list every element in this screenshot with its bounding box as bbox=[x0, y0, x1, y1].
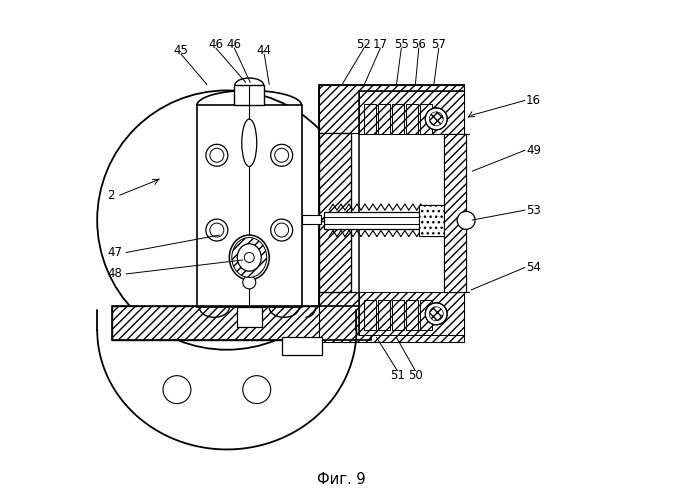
Ellipse shape bbox=[245, 252, 254, 262]
Ellipse shape bbox=[210, 148, 224, 162]
Bar bbox=[364, 300, 376, 330]
Text: 49: 49 bbox=[526, 144, 541, 157]
Text: 46: 46 bbox=[227, 38, 242, 51]
Text: 44: 44 bbox=[257, 44, 272, 57]
Ellipse shape bbox=[275, 223, 289, 237]
Bar bbox=[281, 338, 322, 354]
Ellipse shape bbox=[426, 303, 447, 325]
Text: 50: 50 bbox=[408, 369, 423, 382]
Bar bbox=[302, 214, 320, 224]
Circle shape bbox=[97, 90, 357, 350]
Ellipse shape bbox=[426, 108, 447, 130]
Ellipse shape bbox=[429, 112, 443, 126]
Bar bbox=[319, 292, 464, 342]
Bar bbox=[324, 212, 444, 228]
Text: 51: 51 bbox=[390, 369, 405, 382]
Bar bbox=[406, 104, 418, 134]
Ellipse shape bbox=[275, 148, 289, 162]
Bar bbox=[392, 300, 404, 330]
Bar bbox=[406, 300, 418, 330]
Bar bbox=[197, 106, 302, 308]
Bar bbox=[112, 306, 372, 340]
Ellipse shape bbox=[163, 376, 191, 404]
Bar bbox=[319, 133, 352, 292]
Ellipse shape bbox=[229, 235, 269, 280]
Bar bbox=[112, 306, 372, 340]
Bar bbox=[419, 204, 449, 236]
Text: 47: 47 bbox=[107, 246, 122, 259]
Ellipse shape bbox=[210, 223, 224, 237]
Bar bbox=[319, 86, 464, 342]
Ellipse shape bbox=[242, 376, 270, 404]
Text: 54: 54 bbox=[526, 261, 541, 274]
Ellipse shape bbox=[210, 223, 224, 237]
Text: 16: 16 bbox=[526, 94, 541, 107]
Bar bbox=[234, 86, 264, 105]
Bar bbox=[319, 86, 464, 133]
Text: 46: 46 bbox=[208, 38, 223, 51]
Bar bbox=[392, 104, 404, 134]
Text: 55: 55 bbox=[394, 38, 408, 51]
Bar bbox=[378, 104, 390, 134]
Bar bbox=[419, 204, 449, 236]
Bar bbox=[378, 300, 390, 330]
Text: 57: 57 bbox=[431, 38, 446, 51]
Bar bbox=[444, 134, 466, 292]
Bar bbox=[319, 86, 464, 133]
Ellipse shape bbox=[232, 238, 266, 278]
Ellipse shape bbox=[275, 223, 289, 237]
Bar bbox=[444, 134, 466, 292]
Ellipse shape bbox=[457, 212, 475, 230]
Bar bbox=[237, 308, 262, 328]
Text: 53: 53 bbox=[526, 204, 541, 216]
Bar bbox=[420, 300, 432, 330]
Ellipse shape bbox=[242, 119, 257, 166]
Text: 56: 56 bbox=[411, 38, 426, 51]
Bar bbox=[359, 92, 464, 134]
Ellipse shape bbox=[210, 148, 224, 162]
Ellipse shape bbox=[275, 148, 289, 162]
Bar bbox=[359, 92, 464, 335]
Text: 48: 48 bbox=[107, 268, 122, 280]
Ellipse shape bbox=[206, 144, 228, 166]
Ellipse shape bbox=[270, 219, 292, 241]
Ellipse shape bbox=[429, 307, 443, 321]
Text: 45: 45 bbox=[173, 44, 189, 57]
Bar bbox=[364, 104, 376, 134]
Bar bbox=[319, 133, 352, 292]
Ellipse shape bbox=[242, 276, 255, 289]
Ellipse shape bbox=[206, 219, 228, 241]
Text: 52: 52 bbox=[357, 38, 372, 51]
Bar bbox=[359, 292, 464, 335]
Text: 2: 2 bbox=[107, 188, 115, 202]
Text: Фиг. 9: Фиг. 9 bbox=[317, 472, 366, 487]
Ellipse shape bbox=[237, 244, 261, 271]
Ellipse shape bbox=[270, 144, 292, 166]
Polygon shape bbox=[97, 330, 357, 450]
Text: 17: 17 bbox=[373, 38, 388, 51]
Bar bbox=[420, 104, 432, 134]
